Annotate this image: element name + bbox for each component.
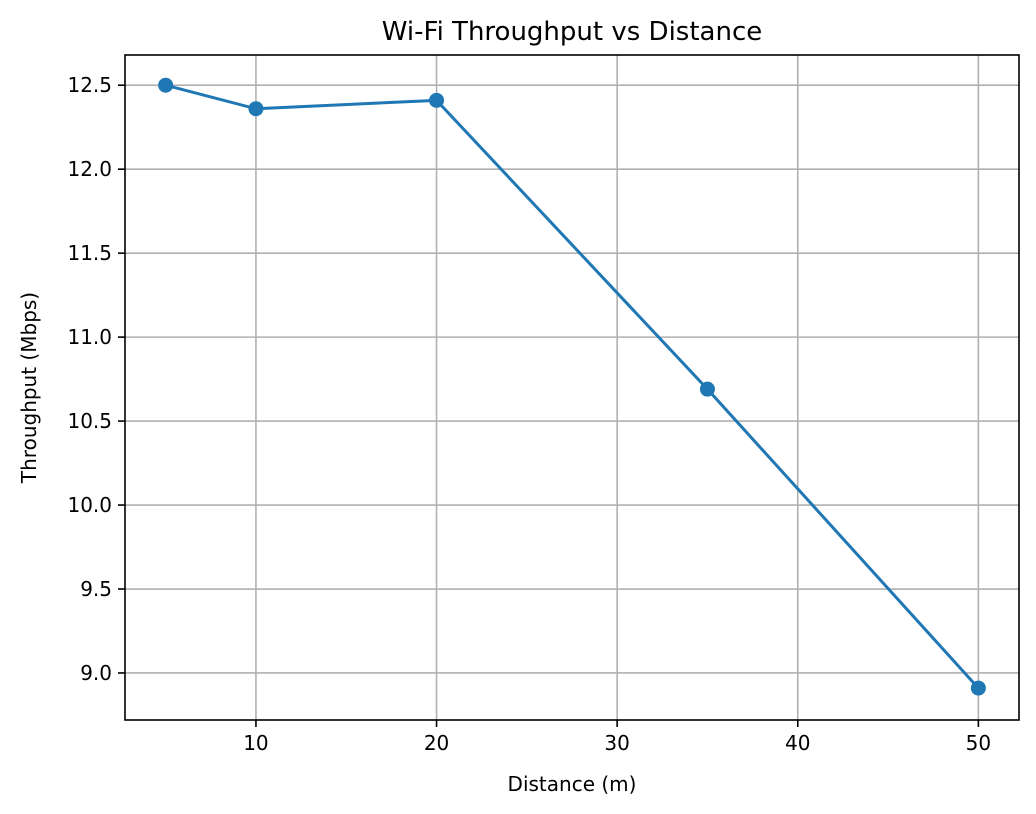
data-point <box>970 680 986 696</box>
y-tick-label: 12.0 <box>67 157 112 181</box>
ticks: 10 20 30 40 50 9.0 9.5 10.0 10.5 11.0 11.5 12.0 12.5 <box>67 73 991 755</box>
data-point <box>248 101 264 117</box>
x-tick-label: 50 <box>966 731 991 755</box>
x-tick-label: 20 <box>424 731 449 755</box>
x-axis-label: Distance (m) <box>508 772 637 796</box>
data-point <box>429 92 445 108</box>
y-tick-label: 10.5 <box>67 409 112 433</box>
series-line <box>164 83 980 690</box>
data-point <box>158 77 174 93</box>
y-tick-label: 9.0 <box>80 661 112 685</box>
series-layer <box>158 77 986 696</box>
y-tick-label: 11.0 <box>67 325 112 349</box>
grid <box>125 55 1019 720</box>
y-tick-label: 12.5 <box>67 73 112 97</box>
chart-title: Wi-Fi Throughput vs Distance <box>382 17 762 47</box>
y-tick-label: 9.5 <box>80 577 112 601</box>
y-tick-label: 10.0 <box>67 493 112 517</box>
y-tick-label: 11.5 <box>67 241 112 265</box>
x-tick-label: 10 <box>243 731 268 755</box>
x-tick-label: 40 <box>785 731 810 755</box>
plot-frame <box>124 54 1020 721</box>
x-tick-label: 30 <box>604 731 629 755</box>
y-axis-label: Throughput (Mbps) <box>17 292 41 484</box>
data-point <box>699 381 715 397</box>
